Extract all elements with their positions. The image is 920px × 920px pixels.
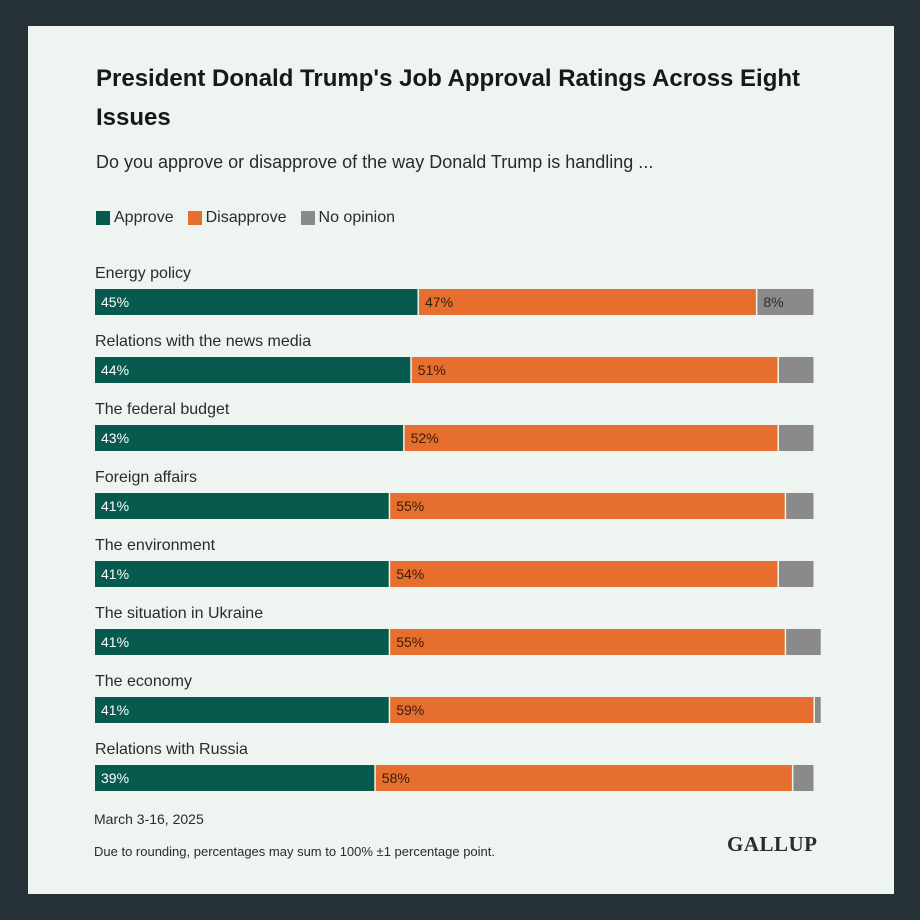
data-label-approve: 41%	[101, 702, 129, 718]
gallup-logo: GALLUP	[727, 832, 818, 856]
chart-legend: Approve Disapprove No opinion	[96, 207, 395, 229]
survey-date: March 3-16, 2025	[94, 811, 204, 827]
bar-segment-approve	[95, 425, 404, 451]
legend-item-disapprove: Disapprove	[187, 209, 287, 227]
data-label-disapprove: 52%	[411, 430, 439, 446]
bar-row: Relations with Russia 39% 58%	[95, 741, 814, 791]
data-label-disapprove: 59%	[396, 702, 424, 718]
data-label-disapprove: 55%	[396, 634, 424, 650]
data-label-approve: 41%	[101, 498, 129, 514]
bar-segment-approve	[95, 289, 418, 315]
data-label-approve: 44%	[101, 362, 129, 378]
legend-swatch-approve	[96, 211, 110, 225]
chart-card: President Donald Trump's Job Approval Ra…	[28, 26, 894, 894]
category-label: Energy policy	[95, 265, 191, 282]
data-label-disapprove: 47%	[425, 294, 453, 310]
bar-segment-no-opinion	[793, 765, 814, 791]
bar-segment-no-opinion	[757, 289, 814, 315]
data-label-disapprove: 54%	[396, 566, 424, 582]
bar-row: Relations with the news media 44% 51%	[95, 333, 814, 383]
bar-segment-no-opinion	[779, 425, 814, 451]
chart-subtitle: Do you approve or disapprove of the way …	[96, 152, 654, 172]
stacked-bar-chart: Energy policy 45% 47% 8% Relations with the …	[95, 265, 821, 791]
category-label: Relations with the news media	[95, 333, 311, 350]
legend-swatch-disapprove	[187, 211, 202, 225]
chart-title: President Donald Trump's Job Approval Ra…	[96, 65, 801, 131]
category-label: The federal budget	[95, 401, 230, 418]
bar-row: The situation in Ukraine 41% 55%	[95, 605, 821, 655]
data-label-no-opinion: 8%	[763, 294, 783, 310]
legend-item-approve: Approve	[96, 209, 174, 227]
data-label-disapprove: 55%	[396, 498, 424, 514]
data-label-approve: 41%	[101, 634, 129, 650]
category-label: The economy	[95, 673, 192, 690]
data-label-approve: 43%	[101, 430, 129, 446]
legend-label-disapprove: Disapprove	[205, 209, 287, 226]
category-label: Foreign affairs	[95, 469, 197, 486]
category-label: The situation in Ukraine	[95, 605, 263, 622]
rounding-note: Due to rounding, percentages may sum to …	[94, 844, 495, 859]
bar-segment-disapprove	[411, 357, 778, 383]
bar-segment-approve	[95, 765, 375, 791]
bar-segment-approve	[95, 629, 389, 655]
legend-item-no-opinion: No opinion	[300, 209, 396, 227]
bar-segment-disapprove	[375, 765, 792, 791]
data-label-approve: 41%	[101, 566, 129, 582]
legend-label-no-opinion: No opinion	[318, 209, 396, 226]
bar-segment-approve	[95, 697, 389, 723]
data-label-approve: 45%	[101, 294, 129, 310]
bar-segment-disapprove	[390, 697, 814, 723]
bar-row: The federal budget 43% 52%	[95, 401, 814, 451]
bar-row: Foreign affairs 41% 55%	[95, 469, 814, 519]
bar-segment-disapprove	[390, 561, 778, 587]
bar-segment-approve	[95, 357, 411, 383]
bar-segment-disapprove	[419, 289, 756, 315]
bar-segment-no-opinion	[786, 629, 821, 655]
bar-segment-no-opinion	[779, 561, 814, 587]
bar-segment-no-opinion	[815, 697, 821, 723]
legend-swatch-no-opinion	[300, 211, 315, 225]
bar-row: The economy 41% 59%	[95, 673, 821, 723]
legend-label-approve: Approve	[114, 209, 174, 226]
bar-segment-approve	[95, 561, 389, 587]
bar-segment-no-opinion	[786, 493, 814, 519]
bar-segment-disapprove	[404, 425, 778, 451]
data-label-disapprove: 58%	[382, 770, 410, 786]
data-label-approve: 39%	[101, 770, 129, 786]
data-label-disapprove: 51%	[418, 362, 446, 378]
bar-segment-no-opinion	[779, 357, 814, 383]
category-label: Relations with Russia	[95, 741, 248, 758]
bar-row: Energy policy 45% 47% 8%	[95, 265, 814, 315]
category-label: The environment	[95, 537, 216, 554]
bar-row: The environment 41% 54%	[95, 537, 814, 587]
bar-segment-disapprove	[390, 629, 785, 655]
bar-segment-disapprove	[390, 493, 785, 519]
bar-segment-approve	[95, 493, 389, 519]
